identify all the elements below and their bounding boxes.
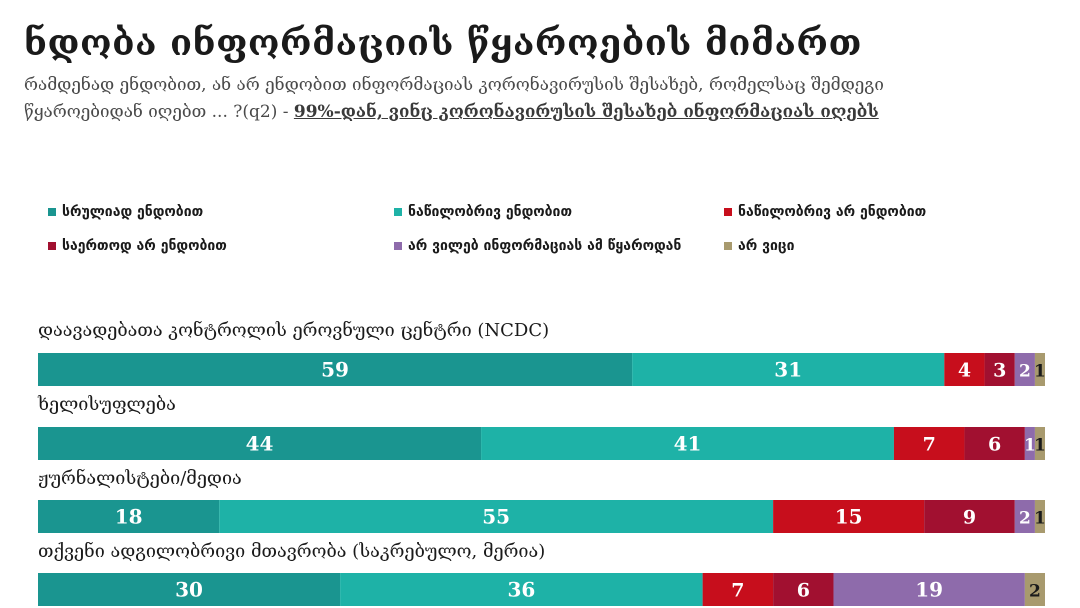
- data-label: 36: [507, 578, 535, 602]
- bar-segment: [219, 500, 774, 533]
- data-label: 55: [482, 505, 510, 529]
- data-label: 59: [321, 358, 349, 382]
- data-label: 1: [1034, 436, 1046, 456]
- data-label: 31: [774, 358, 802, 382]
- bar-segment: [773, 573, 834, 606]
- bar-segment: [38, 573, 341, 606]
- chart-title: ნდობა ინფორმაციის წყაროების მიმართ: [24, 22, 862, 64]
- bar-segment: [984, 353, 1015, 386]
- bar-segment: [1034, 353, 1045, 386]
- data-label: 30: [175, 578, 203, 602]
- legend: სრულიად ენდობით ნაწილობრივ ენდობით ნაწილობ…: [48, 198, 1048, 268]
- legend-item: საერთოდ არ ენდობით: [48, 238, 227, 254]
- legend-label: არ ვილებ ინფორმაციას ამ წყაროდან: [408, 238, 682, 254]
- legend-label: საერთოდ არ ენდობით: [62, 238, 227, 254]
- legend-label: სრულიად ენდობით: [62, 204, 204, 220]
- data-label: 2: [1029, 582, 1041, 602]
- legend-label: ნაწილობრივ ენდობით: [408, 204, 573, 220]
- base-note: 99%-დან, ვინც კორონავირუსის შესახებ ინფო…: [293, 102, 879, 122]
- data-label: 7: [923, 434, 936, 456]
- category-label: ჟურნალისტები/მედია: [38, 467, 242, 489]
- data-label: 19: [915, 578, 943, 602]
- legend-label: ნაწილობრივ არ ენდობით: [738, 204, 927, 220]
- bar-segment: [38, 427, 482, 460]
- data-label: 15: [835, 505, 863, 529]
- bar-segment: [964, 427, 1025, 460]
- data-label: 2: [1019, 509, 1031, 529]
- data-label: 41: [674, 432, 702, 456]
- data-label: 9: [963, 507, 976, 529]
- data-label: 1: [1024, 436, 1036, 456]
- bar-segment: [340, 573, 703, 606]
- data-label: 2: [1019, 362, 1031, 382]
- bar-segment: [1034, 500, 1045, 533]
- chart-subtitle: რამდენად ენდობით, ან არ ენდობით ინფორმაც…: [24, 72, 904, 126]
- legend-swatch: [48, 208, 56, 216]
- legend-item: სრულიად ენდობით: [48, 204, 203, 220]
- data-label: 7: [731, 580, 744, 602]
- legend-item: არ ვიცი: [724, 238, 795, 254]
- bar-segment: [38, 500, 220, 533]
- category-label: ხელისუფლება: [37, 394, 176, 415]
- data-label: 1: [1034, 509, 1046, 529]
- bar-segment: [773, 500, 925, 533]
- data-label: 3: [993, 360, 1006, 382]
- data-label: 6: [988, 434, 1001, 456]
- legend-item: არ ვილებ ინფორმაციას ამ წყაროდან: [394, 238, 681, 254]
- legend-swatch: [394, 208, 402, 216]
- legend-swatch: [394, 242, 402, 250]
- legend-label: არ ვიცი: [738, 238, 795, 254]
- bar-segment: [1014, 353, 1035, 386]
- subtitle-separator: -: [277, 102, 294, 122]
- legend-item: ნაწილობრივ არ ენდობით: [724, 204, 926, 220]
- bar-segment: [1024, 573, 1045, 606]
- question-text: რამდენად ენდობით, ან არ ენდობით ინფორმაც…: [24, 75, 884, 122]
- data-label: 18: [115, 505, 143, 529]
- category-label: თქვენი ადგილობრივი მთავრობა (საკრებულო, …: [38, 540, 545, 562]
- category-label: დაავადებათა კონტროლის ეროვნული ცენტრი (N…: [38, 319, 549, 341]
- data-label: 44: [246, 432, 274, 456]
- bar-segment: [702, 573, 774, 606]
- bar-segment: [944, 353, 985, 386]
- legend-swatch: [724, 242, 732, 250]
- bar-segment: [38, 353, 633, 386]
- bar-segment: [1014, 500, 1035, 533]
- bar-segment: [632, 353, 945, 386]
- bar-segment: [833, 573, 1025, 606]
- bar-segment: [481, 427, 894, 460]
- bar-segment: [1024, 427, 1035, 460]
- data-label: 1: [1034, 362, 1046, 382]
- legend-swatch: [48, 242, 56, 250]
- bar-segment: [1034, 427, 1045, 460]
- legend-item: ნაწილობრივ ენდობით: [394, 204, 572, 220]
- legend-swatch: [724, 208, 732, 216]
- data-label: 4: [958, 360, 971, 382]
- bar-segment: [893, 427, 965, 460]
- data-label: 6: [797, 580, 810, 602]
- bar-segment: [924, 500, 1015, 533]
